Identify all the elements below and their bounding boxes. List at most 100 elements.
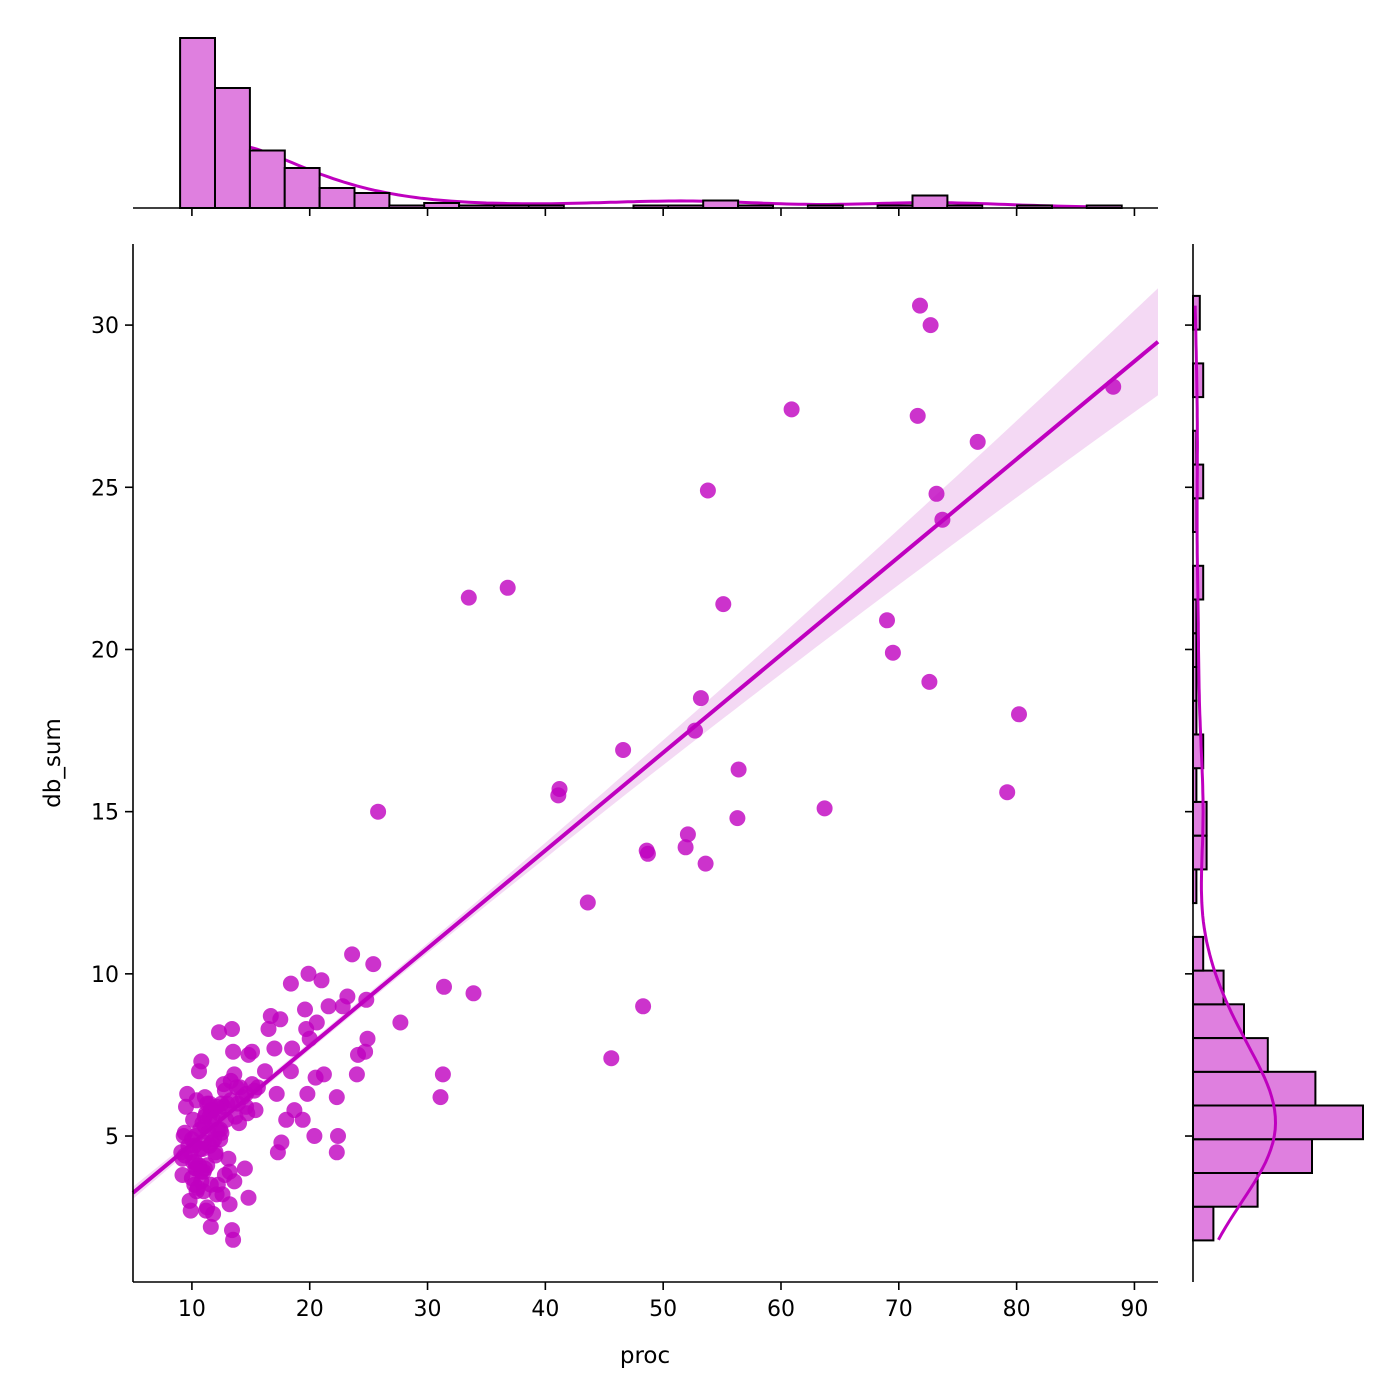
data-point xyxy=(999,784,1016,801)
data-point xyxy=(879,612,895,629)
top-hist-bar xyxy=(248,149,286,209)
top-hist-bar xyxy=(179,37,217,209)
data-point xyxy=(603,1050,620,1067)
right-hist-bar xyxy=(1192,834,1208,871)
data-point xyxy=(211,1024,227,1041)
data-point xyxy=(922,317,939,334)
data-point xyxy=(432,1089,449,1106)
data-point xyxy=(328,1144,345,1161)
data-point xyxy=(692,690,709,707)
data-point xyxy=(699,482,716,499)
x-axis-title: proc xyxy=(620,1343,670,1369)
data-point xyxy=(465,985,482,1002)
top-hist-bar xyxy=(911,194,949,209)
data-point xyxy=(499,579,516,596)
data-point xyxy=(198,1202,214,1219)
data-point xyxy=(350,1046,366,1063)
data-point xyxy=(677,839,694,856)
regression-line xyxy=(131,340,1160,1195)
data-point xyxy=(225,1043,242,1060)
data-point xyxy=(299,1085,316,1102)
data-point xyxy=(359,1030,376,1047)
tick-layer: 10 20 30 40 50 60 70 80 90 5 10 15 20 25 30 xyxy=(91,208,1193,1322)
data-point xyxy=(214,1186,231,1203)
x-tick-label: 10 xyxy=(178,1297,206,1322)
data-point xyxy=(216,1082,233,1099)
data-point xyxy=(220,1150,237,1167)
y-tick-label: 5 xyxy=(105,1125,119,1150)
y-axis-title: db_sum xyxy=(40,718,66,808)
data-point xyxy=(370,803,387,820)
data-point xyxy=(884,644,901,661)
data-point xyxy=(193,1163,210,1180)
data-point xyxy=(436,978,452,995)
data-point xyxy=(635,998,652,1015)
data-point xyxy=(921,673,938,690)
data-point xyxy=(202,1218,219,1235)
data-point xyxy=(344,946,361,963)
y-tick-label: 25 xyxy=(91,476,119,501)
data-point xyxy=(236,1160,253,1177)
data-point xyxy=(240,1046,257,1063)
data-point xyxy=(460,589,477,606)
y-tick-label: 10 xyxy=(91,963,119,988)
right-hist-bar xyxy=(1192,1138,1313,1175)
right-hist-bar xyxy=(1192,969,1225,1006)
top-hist-bar xyxy=(702,199,740,209)
y-tick-label: 15 xyxy=(91,801,119,826)
data-point xyxy=(816,800,833,817)
data-point xyxy=(783,401,800,418)
x-tick-label: 60 xyxy=(767,1297,795,1322)
data-point xyxy=(297,1001,313,1018)
right-hist-bar xyxy=(1192,1104,1364,1141)
data-point xyxy=(269,1144,286,1161)
data-point xyxy=(434,1066,451,1083)
x-tick-label: 80 xyxy=(1003,1297,1031,1322)
data-point xyxy=(334,998,351,1015)
x-tick-label: 70 xyxy=(885,1297,913,1322)
data-point xyxy=(176,1124,193,1141)
confidence-band-layer xyxy=(133,288,1158,1199)
data-point xyxy=(306,1128,323,1144)
data-point xyxy=(284,1040,301,1057)
data-point xyxy=(639,845,656,862)
data-point xyxy=(330,1128,346,1144)
data-point xyxy=(257,1063,273,1080)
x-tick-label: 30 xyxy=(414,1297,442,1322)
data-point xyxy=(348,1066,365,1083)
top-kde-layer xyxy=(179,142,1111,209)
data-point xyxy=(679,826,696,843)
data-point xyxy=(208,1098,225,1115)
data-point xyxy=(697,855,714,872)
data-point xyxy=(579,894,596,911)
data-point xyxy=(307,1069,324,1086)
right-histogram xyxy=(1192,294,1364,1242)
data-point xyxy=(615,742,632,758)
top-hist-bar xyxy=(353,192,391,209)
data-point xyxy=(224,1021,240,1037)
right-hist-bar xyxy=(1192,800,1208,837)
y-tick-label: 30 xyxy=(91,314,119,339)
data-point xyxy=(225,1231,242,1248)
right-hist-bar xyxy=(1192,1037,1269,1073)
x-tick-label: 40 xyxy=(531,1297,559,1322)
data-point xyxy=(278,1111,295,1128)
data-point xyxy=(244,1076,260,1093)
data-point xyxy=(182,1202,199,1219)
data-point xyxy=(1011,706,1027,723)
data-point xyxy=(328,1089,345,1106)
x-tick-label: 50 xyxy=(649,1297,677,1322)
data-point xyxy=(730,761,747,778)
data-point xyxy=(912,297,928,314)
data-point xyxy=(313,972,330,989)
data-point xyxy=(294,1111,311,1128)
data-point xyxy=(268,1085,285,1102)
right-hist-bar xyxy=(1192,935,1205,972)
top-hist-bar xyxy=(318,187,356,209)
data-point xyxy=(365,956,382,973)
data-point xyxy=(550,787,567,804)
data-point xyxy=(206,1131,223,1148)
data-point xyxy=(272,1011,289,1028)
data-point xyxy=(191,1063,207,1080)
